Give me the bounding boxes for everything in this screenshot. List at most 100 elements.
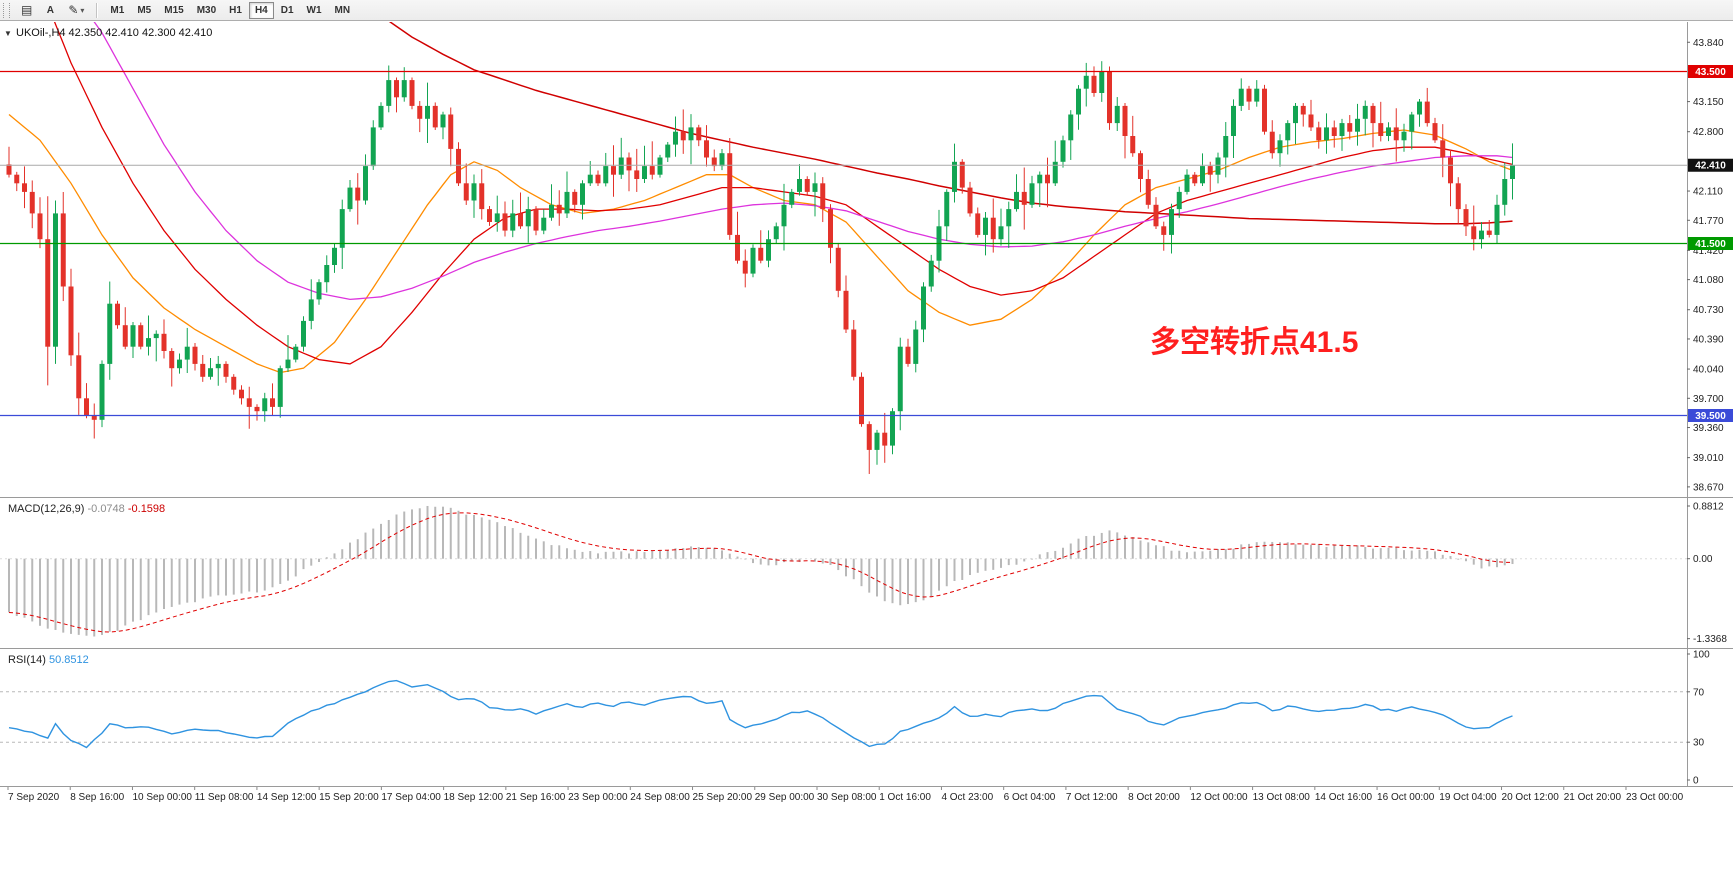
time-label: 7 Oct 12:00 <box>1066 792 1118 803</box>
timeframe-button-m5[interactable]: M5 <box>131 2 157 19</box>
y-axis-label: 40.730 <box>1693 305 1724 316</box>
candle <box>820 183 826 210</box>
y-axis-label: 39.010 <box>1693 453 1724 464</box>
rsi-panel[interactable]: 100 70 30 0 RSI(14) 50.8512 <box>0 650 1710 787</box>
time-axis[interactable]: 7 Sep 2020 8 Sep 16:00 10 Sep 00:00 11 Sep … <box>7 787 1684 803</box>
candle <box>564 191 570 214</box>
candle <box>587 174 593 184</box>
candle <box>1300 105 1306 115</box>
ma-lines-layer <box>8 22 1513 374</box>
candle <box>1417 101 1422 115</box>
candle <box>1386 127 1391 136</box>
candle <box>440 114 446 128</box>
candle <box>355 187 361 201</box>
time-label: 4 Oct 23:00 <box>941 792 993 803</box>
candle <box>1138 153 1143 179</box>
time-label: 20 Oct 12:00 <box>1502 792 1560 803</box>
candle <box>642 166 647 179</box>
draw-tool-button[interactable]: ✎ ▾ <box>62 2 90 19</box>
candle <box>533 209 539 231</box>
candle <box>1347 123 1353 132</box>
y-axis-label: 43.840 <box>1693 38 1724 49</box>
candle <box>1107 71 1112 124</box>
timeframe-button-w1[interactable]: W1 <box>301 2 328 19</box>
time-label: 30 Sep 08:00 <box>817 792 877 803</box>
candle <box>1355 118 1360 132</box>
candle <box>758 247 764 261</box>
toolbar-grip[interactable] <box>3 2 10 18</box>
candle <box>1262 88 1267 132</box>
candle <box>1161 226 1167 235</box>
timeframe-button-mn[interactable]: MN <box>329 2 357 19</box>
candle <box>84 398 89 416</box>
timeframe-button-m1[interactable]: M1 <box>104 2 130 19</box>
time-label: 16 Oct 00:00 <box>1377 792 1435 803</box>
candle <box>1455 183 1461 210</box>
rsi-line <box>8 679 1513 749</box>
annotation-text: 多空转折点41.5 <box>1150 326 1358 359</box>
time-label: 29 Sep 00:00 <box>755 792 815 803</box>
candle <box>510 213 516 231</box>
candle <box>549 204 554 218</box>
timeframe-button-d1[interactable]: D1 <box>275 2 300 19</box>
candle <box>1192 174 1198 184</box>
price-axis[interactable]: 43.840 43.150 42.800 42.110 41.770 41.420 41.0… <box>1687 38 1733 494</box>
candle <box>115 303 120 326</box>
macd-panel[interactable]: 0.8812 0.00 -1.3368 MACD(12,26,9) -0.0748 -… <box>8 502 1727 646</box>
candle <box>1308 114 1314 128</box>
text-tool-button[interactable]: A <box>40 2 60 19</box>
candle <box>22 183 27 192</box>
candle <box>223 363 229 377</box>
candle <box>60 213 66 287</box>
candle <box>742 260 748 274</box>
timeframe-button-m30[interactable]: M30 <box>191 2 222 19</box>
candle <box>394 80 399 98</box>
toolbar-separator <box>96 2 99 18</box>
time-label: 21 Oct 20:00 <box>1564 792 1622 803</box>
candle <box>1122 105 1128 136</box>
candle <box>99 363 105 420</box>
candle <box>750 247 756 274</box>
time-label: 24 Sep 08:00 <box>630 792 690 803</box>
candle <box>1014 191 1019 210</box>
candle <box>952 161 957 192</box>
candle <box>1223 136 1229 158</box>
timeframe-button-h1[interactable]: H1 <box>223 2 248 19</box>
y-axis-label: 39.700 <box>1693 394 1724 405</box>
candle <box>812 183 818 192</box>
candle <box>1076 88 1081 115</box>
candle <box>1370 105 1376 124</box>
candle <box>53 213 58 347</box>
candle <box>1114 105 1120 124</box>
candle <box>1479 230 1484 240</box>
y-axis-label: 40.390 <box>1693 334 1724 345</box>
timeframe-button-m15[interactable]: M15 <box>158 2 189 19</box>
candle <box>161 333 167 351</box>
macd-axis-label: -1.3368 <box>1693 634 1727 645</box>
chevron-down-icon: ▾ <box>80 5 85 15</box>
candle <box>494 213 500 222</box>
candle <box>254 406 260 412</box>
time-label: 7 Sep 2020 <box>8 792 60 803</box>
candle <box>665 144 671 158</box>
chart-grid-button[interactable]: ▤ <box>15 2 38 19</box>
candle <box>1207 166 1213 175</box>
timeframe-button-h4[interactable]: H4 <box>248 1 274 19</box>
candle <box>107 303 113 364</box>
price-badge-label: 39.500 <box>1695 411 1726 422</box>
candle <box>231 376 237 390</box>
time-label: 19 Oct 04:00 <box>1439 792 1497 803</box>
ma-fast-orange <box>8 114 1513 374</box>
time-label: 11 Sep 08:00 <box>195 792 254 803</box>
candle <box>14 174 20 184</box>
time-label: 8 Sep 16:00 <box>70 792 124 803</box>
candle <box>1052 161 1058 184</box>
candle <box>239 389 244 399</box>
candle <box>208 368 213 377</box>
candle <box>735 234 740 261</box>
candle <box>797 179 802 192</box>
price-badge <box>1688 65 1733 78</box>
candle <box>618 157 624 175</box>
candle <box>324 265 330 283</box>
